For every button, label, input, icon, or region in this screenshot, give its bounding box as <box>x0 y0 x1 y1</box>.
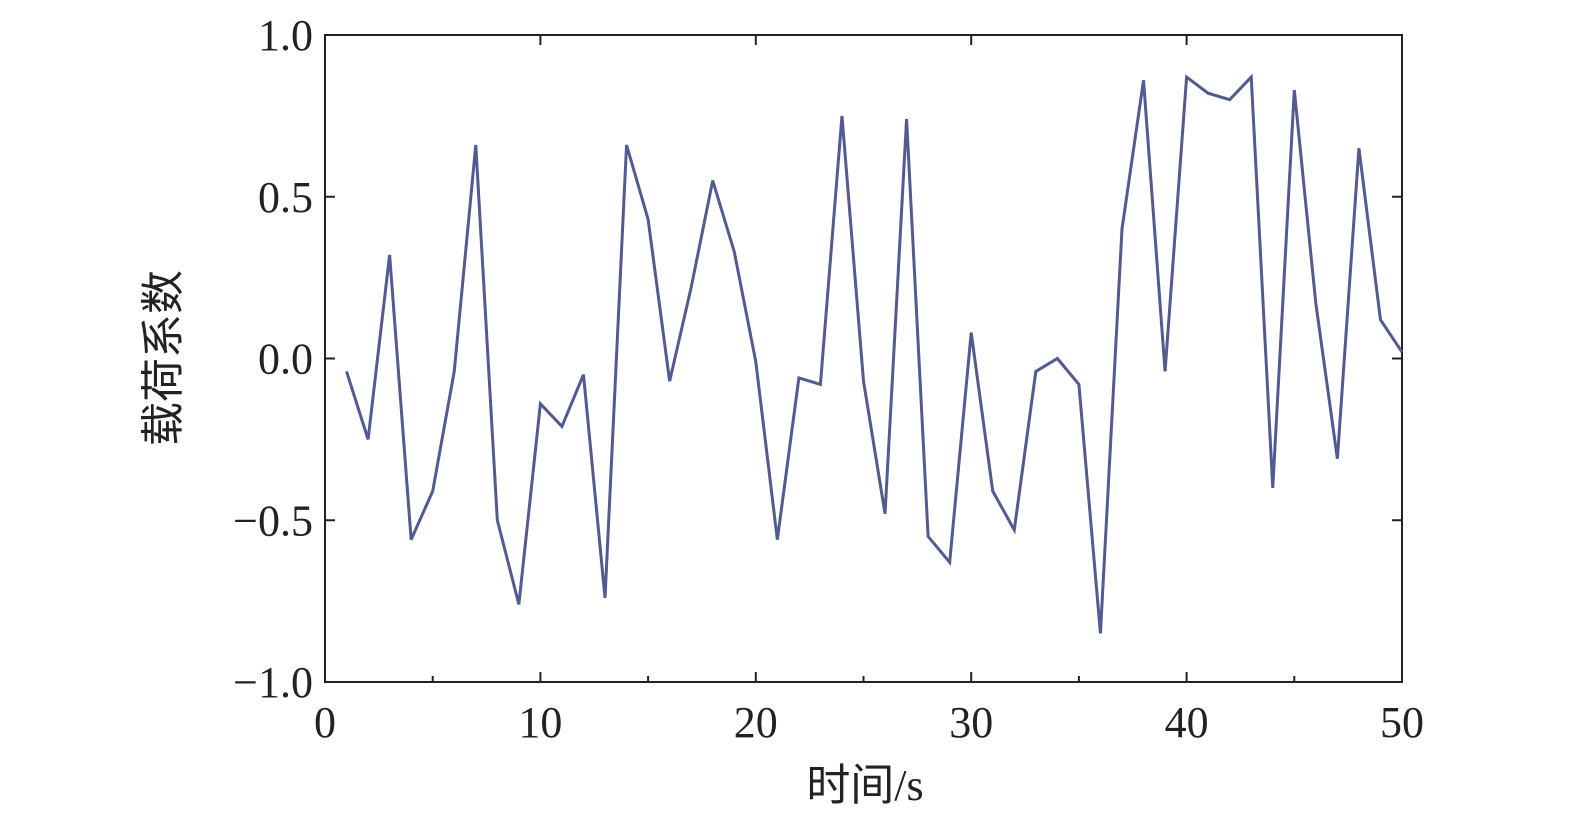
y-tick-label: 1.0 <box>258 11 313 60</box>
y-tick-label: 0.0 <box>258 335 313 384</box>
x-tick-label: 30 <box>949 698 993 747</box>
x-tick-label: 40 <box>1165 698 1209 747</box>
y-tick-label: −1.0 <box>233 658 313 707</box>
x-tick-label: 10 <box>518 698 562 747</box>
y-axis-label: 载荷系数 <box>139 270 188 446</box>
data-line <box>345 73 1404 634</box>
x-tick-label: 50 <box>1380 698 1424 747</box>
y-tick-label: 0.5 <box>258 173 313 222</box>
x-axis-label: 时间/s <box>806 761 923 810</box>
x-tick-label: 0 <box>314 698 336 747</box>
y-tick-label: −0.5 <box>233 496 313 545</box>
x-tick-label: 20 <box>734 698 778 747</box>
